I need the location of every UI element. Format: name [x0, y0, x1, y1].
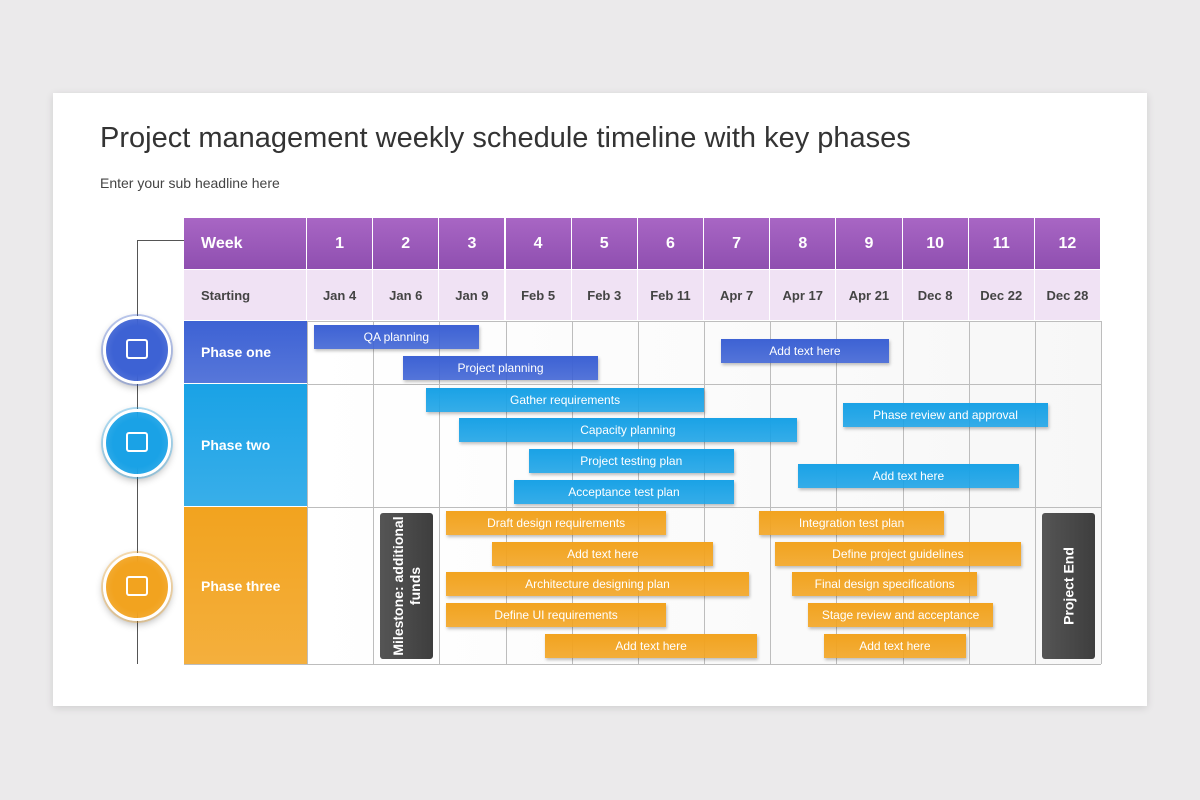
task-bar: Add text here	[492, 542, 714, 566]
week-cell: 8	[770, 218, 837, 269]
date-cell: Apr 7	[704, 270, 771, 320]
date-cell: Jan 6	[373, 270, 440, 320]
icon-glyph	[126, 576, 148, 596]
task-bar: Add text here	[720, 339, 890, 363]
phase-icon	[103, 409, 171, 477]
grid-line	[307, 321, 308, 664]
task-bar: Architecture designing plan	[445, 572, 749, 596]
date-cell: Feb 5	[505, 270, 572, 320]
date-cell: Apr 17	[770, 270, 837, 320]
week-cell: 7	[704, 218, 771, 269]
date-cell: Apr 21	[836, 270, 903, 320]
task-bar: Capacity planning	[459, 418, 797, 442]
week-cell: 3	[439, 218, 506, 269]
task-bar: Acceptance test plan	[514, 480, 734, 504]
phase-label: Phase three	[184, 507, 307, 664]
week-cell: 5	[571, 218, 638, 269]
date-cell: Dec 8	[902, 270, 969, 320]
grid-line	[1034, 321, 1036, 664]
header-cell: Starting	[184, 270, 307, 320]
task-bar: Stage review and acceptance	[807, 603, 994, 627]
title: Project management weekly schedule timel…	[100, 122, 911, 154]
task-bar: Define project guidelines	[774, 542, 1021, 566]
week-cell: 4	[505, 218, 572, 269]
grid-line	[902, 321, 904, 664]
milestone-label: Project End	[1060, 547, 1076, 625]
date-cell: Jan 4	[307, 270, 374, 320]
date-cell: Feb 11	[637, 270, 704, 320]
grid-line	[373, 321, 375, 664]
task-bar: Integration test plan	[758, 511, 945, 535]
week-cell: 1	[307, 218, 374, 269]
phase-label: Phase two	[184, 384, 307, 506]
grid-line	[439, 321, 441, 664]
grid-line	[184, 321, 1101, 322]
week-cell: 9	[836, 218, 903, 269]
date-cell: Dec 28	[1034, 270, 1102, 320]
icon-glyph	[126, 432, 148, 452]
task-bar: Draft design requirements	[445, 511, 667, 535]
task-bar: QA planning	[313, 325, 480, 349]
week-cell: 6	[637, 218, 704, 269]
task-bar: Add text here	[545, 634, 757, 658]
task-bar: Gather requirements	[426, 388, 704, 412]
date-cell: Jan 9	[439, 270, 506, 320]
grid-line	[184, 507, 1101, 508]
task-bar: Add text here	[823, 634, 967, 658]
icon-glyph	[126, 339, 148, 359]
grid-line	[184, 664, 1101, 665]
task-bar: Project planning	[402, 356, 599, 380]
grid-line	[968, 321, 970, 664]
task-bar: Phase review and approval	[842, 403, 1049, 427]
grid-line	[1101, 321, 1103, 664]
subtitle: Enter your sub headline here	[100, 175, 280, 191]
task-bar: Add text here	[797, 464, 1019, 488]
connector	[137, 240, 184, 241]
task-bar: Final design specifications	[792, 572, 978, 596]
header-cell: Week	[184, 218, 307, 269]
phase-icon	[103, 553, 171, 621]
milestone: Project End	[1042, 513, 1095, 659]
date-cell: Dec 22	[968, 270, 1035, 320]
grid-line	[184, 384, 1101, 385]
week-cell: 10	[902, 218, 969, 269]
task-bar: Define UI requirements	[445, 603, 667, 627]
week-cell: 2	[373, 218, 440, 269]
grid-line	[505, 321, 507, 664]
phase-icon	[103, 316, 171, 384]
week-cell: 12	[1034, 218, 1102, 269]
grid-line	[836, 321, 838, 664]
phase-label: Phase one	[184, 321, 307, 383]
date-cell: Feb 3	[571, 270, 638, 320]
grid-line	[770, 321, 772, 664]
milestone: Milestone: additional funds	[380, 513, 433, 659]
task-bar: Project testing plan	[528, 449, 734, 473]
milestone-label: Milestone: additional funds	[389, 516, 423, 656]
week-cell: 11	[968, 218, 1035, 269]
